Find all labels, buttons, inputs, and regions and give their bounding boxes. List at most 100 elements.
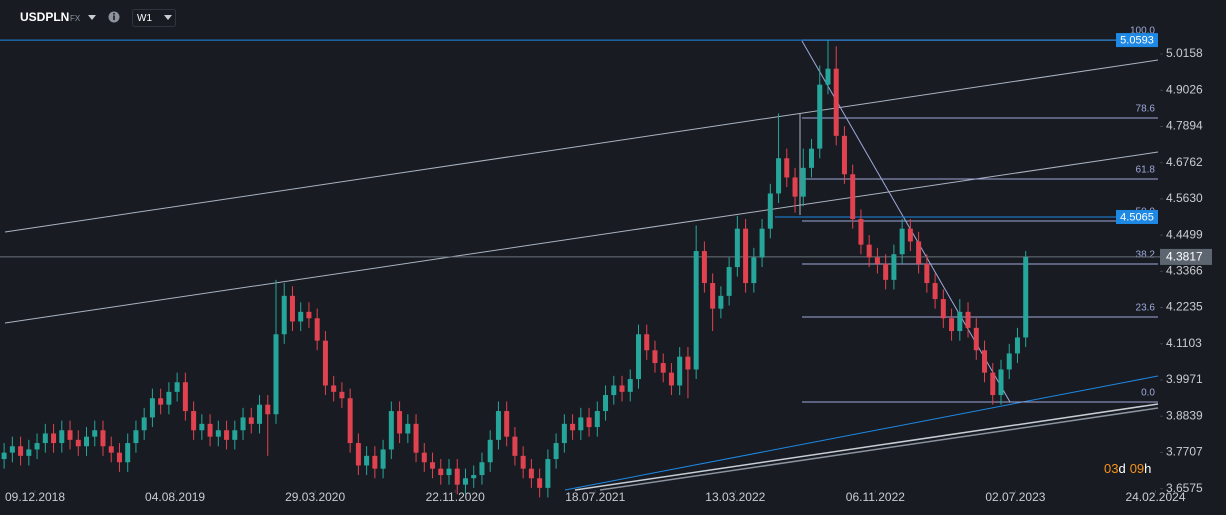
candle-body bbox=[495, 411, 501, 440]
candle-body bbox=[899, 228, 905, 255]
x-tick-label: 24.02.2024 bbox=[1125, 490, 1185, 504]
candle-body bbox=[314, 318, 320, 341]
timeframe[interactable]: W1 bbox=[137, 13, 152, 24]
dropdown-arrow[interactable] bbox=[164, 15, 172, 20]
candle-body bbox=[372, 455, 378, 469]
candle-body bbox=[174, 382, 180, 392]
countdown-hours: 09 bbox=[1130, 461, 1144, 476]
candle-body bbox=[232, 430, 238, 440]
candle-body bbox=[257, 404, 263, 424]
y-tick-label: 4.9026 bbox=[1166, 82, 1203, 96]
candle-body bbox=[306, 311, 312, 319]
candle-body bbox=[916, 241, 922, 264]
candle-body bbox=[907, 228, 913, 242]
candle-body bbox=[776, 158, 782, 194]
candle-body bbox=[158, 398, 164, 405]
x-tick-label: 13.03.2022 bbox=[705, 490, 765, 504]
y-tick-label: 5.0158 bbox=[1166, 46, 1203, 60]
candle-body bbox=[438, 468, 444, 476]
candle-body bbox=[347, 398, 353, 444]
candle-body bbox=[586, 417, 592, 428]
x-tick-label: 04.08.2019 bbox=[145, 490, 205, 504]
candle-body bbox=[710, 283, 716, 309]
candle-body bbox=[166, 391, 172, 405]
candle-body bbox=[331, 385, 337, 392]
candle-body bbox=[67, 430, 73, 440]
candle-body bbox=[504, 411, 510, 437]
candle-body bbox=[248, 417, 254, 424]
current-price-badge bbox=[1160, 248, 1212, 265]
candle-body bbox=[1023, 256, 1029, 338]
candle-body bbox=[479, 462, 485, 476]
y-tick-label: 4.6762 bbox=[1166, 155, 1203, 169]
candle-body bbox=[866, 244, 872, 258]
candle-body bbox=[759, 228, 765, 258]
candle-body bbox=[430, 462, 436, 469]
candle-body bbox=[718, 295, 724, 309]
market: FX bbox=[70, 14, 81, 23]
candle-body bbox=[191, 411, 197, 431]
fib-label: 100.0 bbox=[1130, 26, 1155, 37]
candle-body bbox=[734, 228, 740, 268]
candle-body bbox=[528, 468, 534, 479]
channel-line bbox=[4, 151, 1159, 324]
candle-body bbox=[677, 356, 683, 386]
levels: 100.078.661.850.038.223.60.0 bbox=[0, 26, 1160, 403]
candle-body bbox=[627, 379, 633, 392]
candle-body bbox=[965, 311, 971, 328]
fib-label: 78.6 bbox=[1136, 104, 1156, 115]
countdown-day-unit: d bbox=[1118, 461, 1125, 476]
candle-body bbox=[841, 135, 847, 175]
candle-body bbox=[388, 411, 394, 450]
candle-body bbox=[397, 411, 403, 434]
current-price-label: 4.3817 bbox=[1166, 250, 1203, 264]
candle-body bbox=[973, 327, 979, 351]
candle-body bbox=[446, 468, 452, 476]
symbol[interactable]: USDPLN bbox=[20, 10, 69, 24]
candle-body bbox=[825, 68, 831, 85]
candle-body bbox=[957, 311, 963, 332]
candle-body bbox=[215, 430, 221, 437]
candle-body bbox=[817, 84, 823, 149]
candle-body bbox=[611, 385, 617, 396]
candle-body bbox=[792, 177, 798, 197]
candle-body bbox=[743, 228, 749, 284]
x-tick-label: 22.11.2020 bbox=[426, 490, 485, 504]
candle-body bbox=[18, 446, 24, 456]
y-tick-label: 3.7707 bbox=[1166, 445, 1203, 459]
candle-body bbox=[108, 446, 114, 453]
candle-body bbox=[701, 251, 707, 284]
candle-body bbox=[116, 452, 122, 463]
candle-body bbox=[578, 417, 584, 431]
candles bbox=[1, 39, 1029, 498]
candle-body bbox=[520, 455, 526, 469]
candle-body bbox=[281, 295, 287, 335]
candle-body bbox=[874, 257, 880, 264]
candle-body bbox=[850, 174, 856, 220]
candle-body bbox=[751, 257, 757, 284]
x-tick-label: 09.12.2018 bbox=[5, 490, 65, 504]
drawings bbox=[4, 40, 1159, 491]
candle-body bbox=[141, 417, 147, 431]
price-level-badge bbox=[1116, 209, 1158, 224]
candle-body bbox=[660, 363, 666, 373]
fib-label: 61.8 bbox=[1136, 165, 1156, 176]
dropdown-arrow[interactable] bbox=[88, 15, 96, 20]
candle-body bbox=[685, 356, 691, 370]
trend-line bbox=[599, 407, 1159, 491]
candle-body bbox=[767, 193, 773, 229]
header: USDPLN FX W1 bbox=[20, 9, 176, 27]
candle-body bbox=[84, 436, 90, 447]
candle-body bbox=[92, 430, 98, 437]
channel-line bbox=[4, 59, 1159, 233]
countdown-hour-unit: h bbox=[1144, 461, 1151, 476]
countdown-days: 03 bbox=[1104, 461, 1118, 476]
candle-body bbox=[26, 449, 32, 456]
timeframe-box[interactable] bbox=[132, 9, 176, 27]
countdown: 03d 09h bbox=[1104, 461, 1151, 476]
price-level-label: 5.0593 bbox=[1120, 34, 1154, 46]
candle-body bbox=[364, 455, 370, 466]
candle-body bbox=[240, 417, 246, 431]
x-tick-label: 02.07.2023 bbox=[985, 490, 1045, 504]
trend-line bbox=[574, 403, 1159, 491]
